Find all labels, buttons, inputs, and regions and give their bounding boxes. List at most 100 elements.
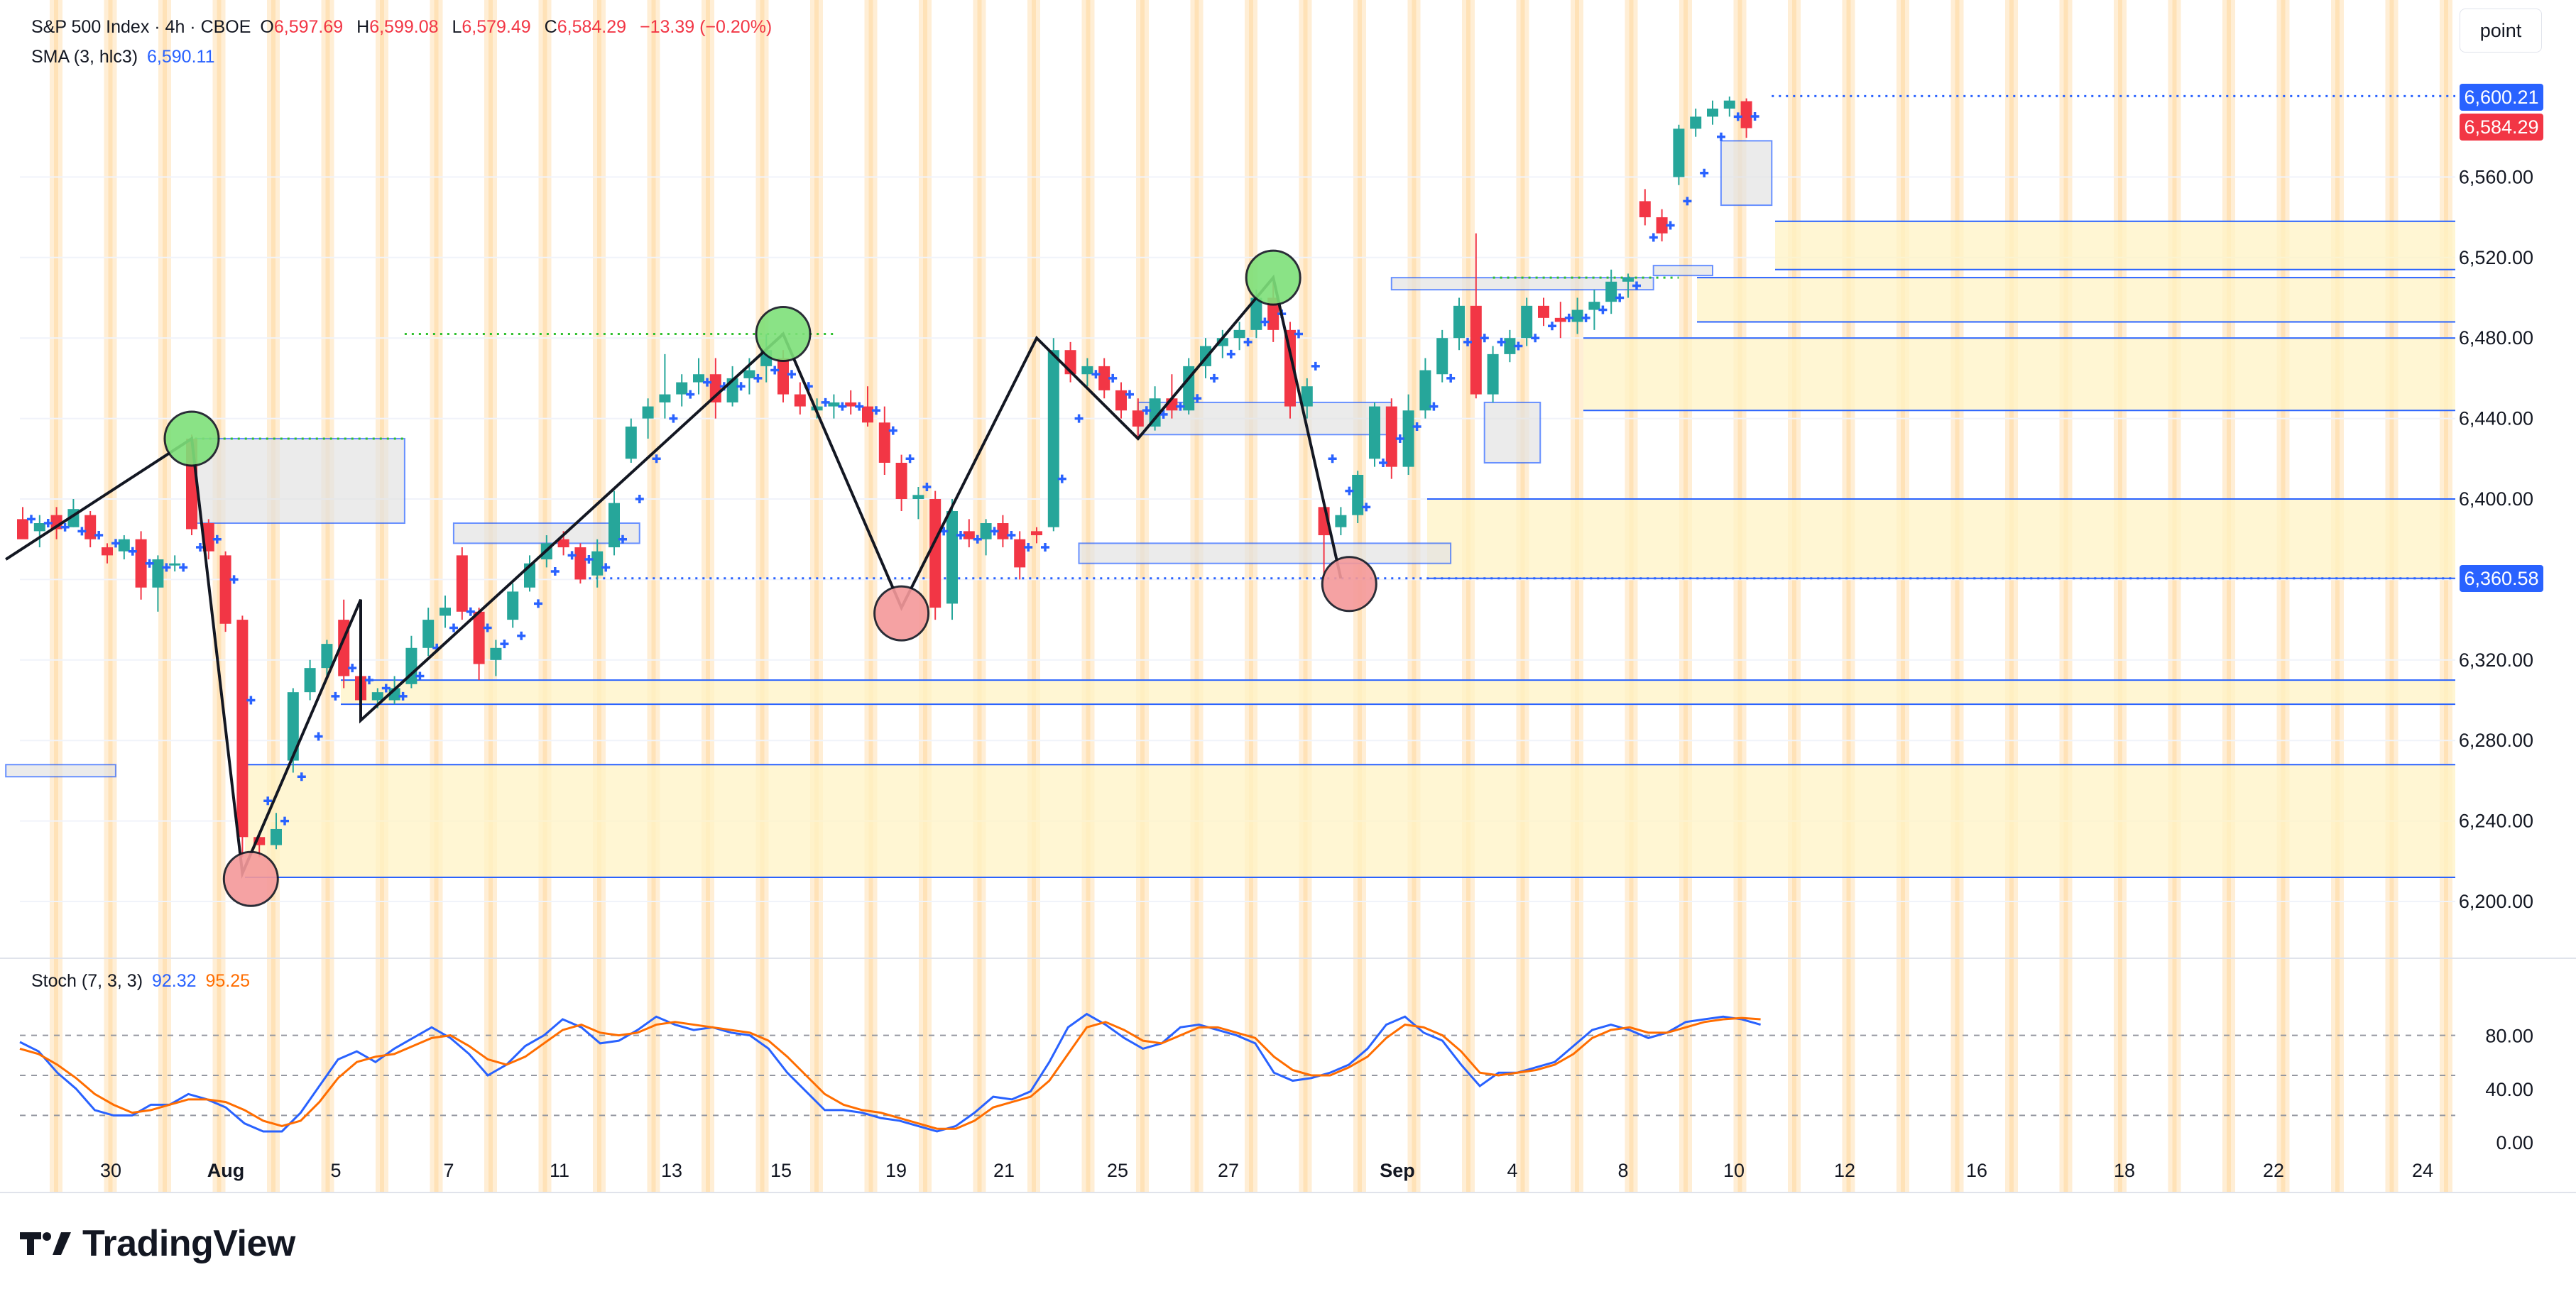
sma-point xyxy=(128,547,137,556)
candle-body xyxy=(1453,305,1465,339)
time-tick-label: 12 xyxy=(1834,1160,1855,1181)
sma-point xyxy=(1125,390,1134,399)
session-band-core xyxy=(434,0,439,1192)
sma-point xyxy=(1243,337,1252,346)
candle-body xyxy=(693,374,704,383)
sma-point xyxy=(398,691,408,701)
sma-point xyxy=(1615,293,1625,302)
stoch-d-line xyxy=(19,1016,1761,1130)
candle-body xyxy=(202,523,214,552)
candle-body xyxy=(794,394,806,407)
candle-body xyxy=(845,402,857,407)
sma-point xyxy=(1311,361,1320,371)
sma-point xyxy=(956,531,965,540)
candle-body xyxy=(169,563,181,566)
session-band-core xyxy=(1683,0,1688,1192)
sma-point xyxy=(1226,349,1235,358)
session-band xyxy=(755,0,769,1192)
candle-body xyxy=(422,620,435,648)
time-tick-label: 19 xyxy=(885,1160,907,1181)
sma-point xyxy=(821,397,830,407)
candle-body xyxy=(135,539,147,588)
stoch-tick-label: 40.00 xyxy=(2485,1079,2533,1100)
stoch-legend[interactable]: Stoch (7, 3, 3) 92.32 95.25 xyxy=(31,971,254,992)
symbol-label[interactable]: S&P 500 Index · 4h · CBOE xyxy=(31,17,251,37)
stoch-pane[interactable] xyxy=(0,958,2576,1133)
session-band-core xyxy=(2063,0,2068,1192)
candle-body xyxy=(1740,101,1752,128)
point-button[interactable]: point xyxy=(2460,9,2542,53)
candle-body xyxy=(709,374,721,402)
candle-body xyxy=(456,555,468,612)
candle-body xyxy=(1047,350,1059,527)
time-tick-label: 30 xyxy=(100,1160,121,1181)
tradingview-logo[interactable]: TradingView xyxy=(20,1222,295,1265)
sma-point xyxy=(618,534,627,544)
candle-body xyxy=(321,644,333,669)
order-blocks xyxy=(5,140,1773,778)
close-label: C xyxy=(544,17,557,37)
sma-point xyxy=(415,671,425,681)
demand-zone xyxy=(1583,338,2455,411)
sma-point xyxy=(855,402,864,411)
sma-point xyxy=(145,559,154,568)
candle-body xyxy=(84,515,97,539)
session-band xyxy=(430,0,443,1192)
sma-point xyxy=(888,426,897,435)
candle-body xyxy=(371,692,383,701)
sma-label: SMA (3, hlc3) xyxy=(31,47,138,67)
session-band-core xyxy=(706,0,710,1192)
session-band xyxy=(1190,0,1204,1192)
candle-body xyxy=(1098,366,1110,390)
time-tick-label: 7 xyxy=(443,1160,454,1181)
session-band-core xyxy=(1086,0,1091,1192)
session-band xyxy=(1081,0,1095,1192)
candle-body xyxy=(1031,531,1042,536)
sma-point xyxy=(1074,414,1084,423)
sma-point xyxy=(872,406,880,415)
price-tick-label: 6,480.00 xyxy=(2459,327,2533,349)
candle-body xyxy=(557,539,569,548)
candle-body xyxy=(1538,305,1549,318)
time-tick-label: 22 xyxy=(2263,1160,2284,1181)
session-band-core xyxy=(868,0,873,1192)
time-tick-label: 4 xyxy=(1507,1160,1517,1181)
sma-point xyxy=(1463,337,1472,346)
candle-body xyxy=(625,426,637,459)
time-tick-label: 21 xyxy=(993,1160,1015,1181)
session-band-core xyxy=(1846,0,1851,1192)
sma-point xyxy=(1429,402,1439,411)
sma-point xyxy=(787,370,796,379)
sma-point xyxy=(973,534,982,544)
candle-body xyxy=(1014,539,1026,568)
low-line-price-tag: 6,360.58 xyxy=(2460,565,2543,592)
candle-body xyxy=(878,422,890,463)
candle-body xyxy=(1402,410,1414,467)
sma-point xyxy=(534,599,542,608)
session-band-core xyxy=(54,0,58,1192)
session-band-core xyxy=(1466,0,1470,1192)
candle-body xyxy=(828,402,840,407)
sma-legend[interactable]: SMA (3, hlc3) 6,590.11 xyxy=(31,47,219,67)
sma-point xyxy=(1159,410,1168,419)
stoch-k-line xyxy=(19,1012,1762,1133)
session-band-core xyxy=(923,0,927,1192)
session-band-core xyxy=(489,0,493,1192)
candle-body xyxy=(676,382,688,395)
low-value: 6,579.49 xyxy=(462,17,531,37)
sma-point xyxy=(229,575,239,584)
session-band xyxy=(50,0,62,1192)
session-band xyxy=(1299,0,1312,1192)
high-label: H xyxy=(356,17,370,37)
time-tick-label: 16 xyxy=(1966,1160,1987,1181)
session-band xyxy=(1136,0,1149,1192)
sma-point xyxy=(635,495,644,503)
price-tick-label: 6,560.00 xyxy=(2459,166,2533,187)
time-tick-label: 25 xyxy=(1107,1160,1128,1181)
candle-body xyxy=(591,551,604,576)
session-band xyxy=(376,0,388,1192)
sma-point xyxy=(111,539,120,548)
sma-point xyxy=(1497,337,1506,346)
candle-body xyxy=(862,406,873,423)
